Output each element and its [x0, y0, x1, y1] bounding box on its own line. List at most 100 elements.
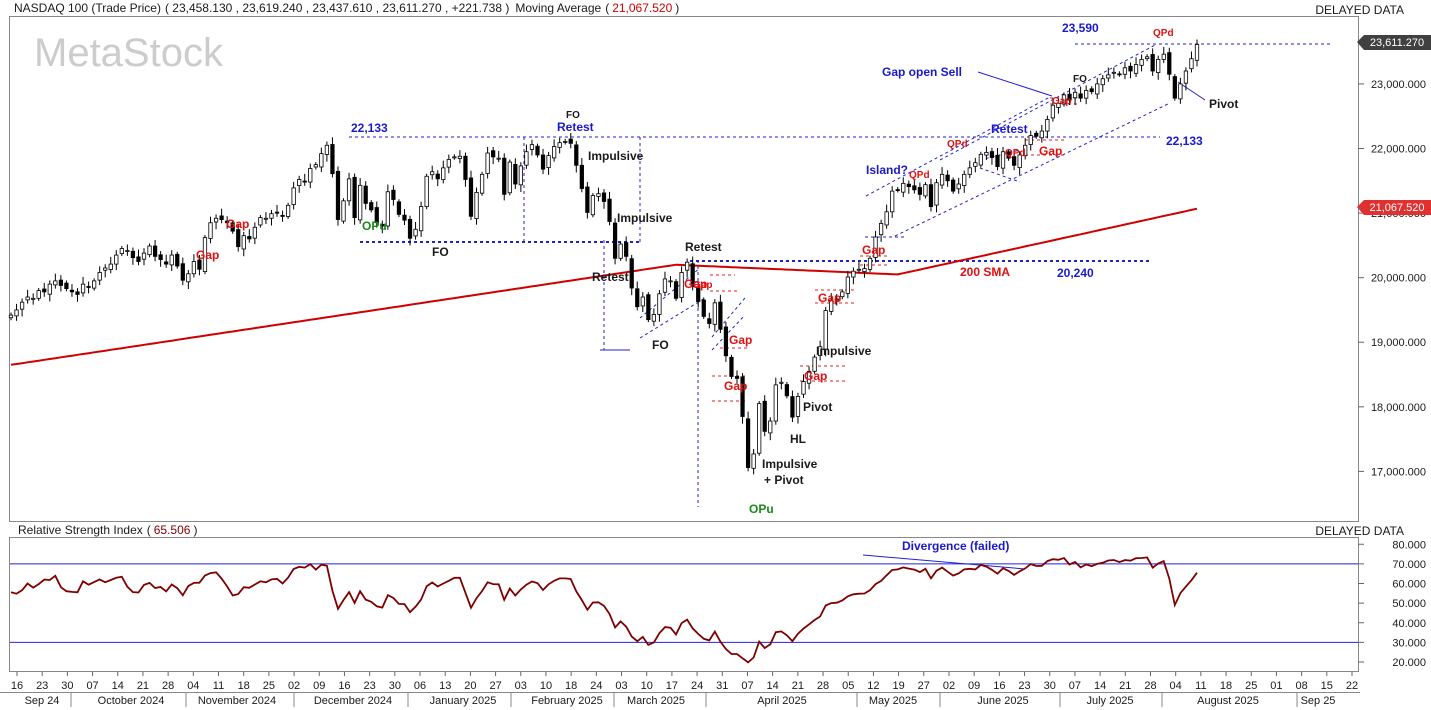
candle	[119, 246, 124, 257]
candle	[1017, 151, 1022, 175]
candle-body-down	[380, 223, 385, 227]
candle-body-up	[651, 314, 656, 322]
candle-body-up	[191, 261, 197, 275]
candle	[1133, 57, 1139, 78]
candle-body-down	[152, 245, 158, 257]
candle-body-down	[723, 326, 729, 357]
candle-body-up	[596, 193, 601, 197]
candle	[175, 251, 180, 269]
month-label: March 2025	[627, 695, 685, 707]
candle	[31, 293, 36, 305]
candle	[358, 178, 363, 224]
rsi-tick-label: 30.000	[1392, 637, 1426, 649]
candle	[1145, 54, 1150, 62]
annotation-label: Gap open Sell	[882, 65, 962, 79]
candle-body-down	[1172, 76, 1177, 99]
candle-body-up	[923, 184, 928, 197]
rsi-panel-frame	[9, 537, 1359, 672]
candle	[152, 239, 158, 262]
week-day-label: 07	[1069, 680, 1081, 692]
candle-body-down	[42, 288, 47, 293]
candle	[191, 254, 197, 278]
week-day-label: 16	[993, 680, 1005, 692]
candle-body-up	[818, 346, 823, 356]
price-y-axis: 17,000.000 18,000.000 19,000.000 20,000.000…	[1358, 79, 1426, 478]
channel-upper-1	[865, 96, 1051, 197]
candle-body-up	[31, 297, 36, 300]
candle	[1156, 55, 1161, 80]
candle-body-up	[662, 278, 668, 293]
candle	[380, 220, 385, 234]
candle-body-down	[136, 256, 141, 262]
candle-body-down	[696, 286, 701, 302]
candle	[369, 200, 374, 213]
candle-body-down	[912, 185, 917, 191]
week-day-label: 18	[1220, 680, 1232, 692]
candle	[790, 390, 795, 423]
candle	[884, 204, 889, 229]
candle-body-down	[690, 263, 695, 288]
candle	[707, 312, 712, 329]
week-day-label: 28	[1144, 680, 1156, 692]
week-day-label: 19	[892, 680, 904, 692]
candle	[1050, 97, 1056, 122]
moving-average-line	[10, 207, 1198, 366]
candle	[585, 182, 590, 219]
candle	[69, 284, 75, 297]
week-day-label: 08	[1295, 680, 1307, 692]
candle	[263, 212, 269, 225]
candle	[867, 255, 873, 272]
pivot-pointer	[1177, 81, 1206, 101]
candle	[1100, 75, 1105, 92]
candle-body-up	[1122, 67, 1128, 75]
candle	[114, 250, 119, 271]
candle-body-down	[1150, 54, 1155, 72]
candle	[1128, 62, 1133, 79]
candle-body-down	[951, 179, 956, 192]
candle-body-down	[513, 163, 518, 185]
candle-body-up	[552, 146, 557, 159]
annotation-label: Retest	[592, 270, 629, 284]
annotation-label: Impulsive	[617, 211, 673, 225]
candle-body-down	[1117, 73, 1122, 76]
candle	[53, 273, 58, 289]
month-label: February 2025	[531, 695, 603, 707]
candle	[19, 298, 25, 317]
candle-body-up	[358, 184, 363, 221]
candle	[762, 395, 767, 437]
candle	[1194, 39, 1200, 67]
candle	[1034, 130, 1039, 139]
candle	[962, 170, 967, 193]
candle-body-up	[829, 299, 834, 312]
candle-body-down	[64, 282, 69, 290]
candle	[629, 254, 634, 296]
candle-body-down	[635, 288, 640, 308]
candle-body-up	[479, 173, 485, 194]
candle-body-up	[25, 296, 30, 301]
candle	[601, 189, 607, 209]
candle	[596, 187, 601, 202]
candle-body-up	[36, 290, 41, 299]
rsi-label: Relative Strength Index	[18, 523, 143, 537]
annotation-label: Pivot	[803, 400, 832, 414]
annotation-label: Gap	[1039, 144, 1062, 158]
candle-body-up	[1139, 58, 1144, 66]
candle-body-up	[1017, 154, 1022, 169]
candle	[502, 153, 507, 201]
last-price-badge: 23,611.270	[1357, 35, 1431, 50]
gap-open-sell-pointer	[977, 71, 1053, 97]
week-day-label: 31	[716, 680, 728, 692]
candle	[679, 266, 684, 303]
price-tick-label: 18,000.000	[1371, 402, 1426, 414]
candle-body-up	[1145, 56, 1150, 60]
week-day-label: 24	[691, 680, 703, 692]
candle	[352, 173, 357, 225]
header-instrument: NASDAQ 100 (Trade Price) ( 23,458.130 , 2…	[14, 1, 679, 15]
week-day-label: 20	[464, 680, 476, 692]
annotation-label: QPd	[1005, 148, 1026, 159]
candle-body-up	[524, 151, 529, 166]
candle	[829, 293, 834, 316]
annotation-label: Island?	[866, 163, 908, 177]
ma-price-badge: 21,067.520	[1357, 200, 1431, 215]
week-day-label: 14	[112, 680, 124, 692]
